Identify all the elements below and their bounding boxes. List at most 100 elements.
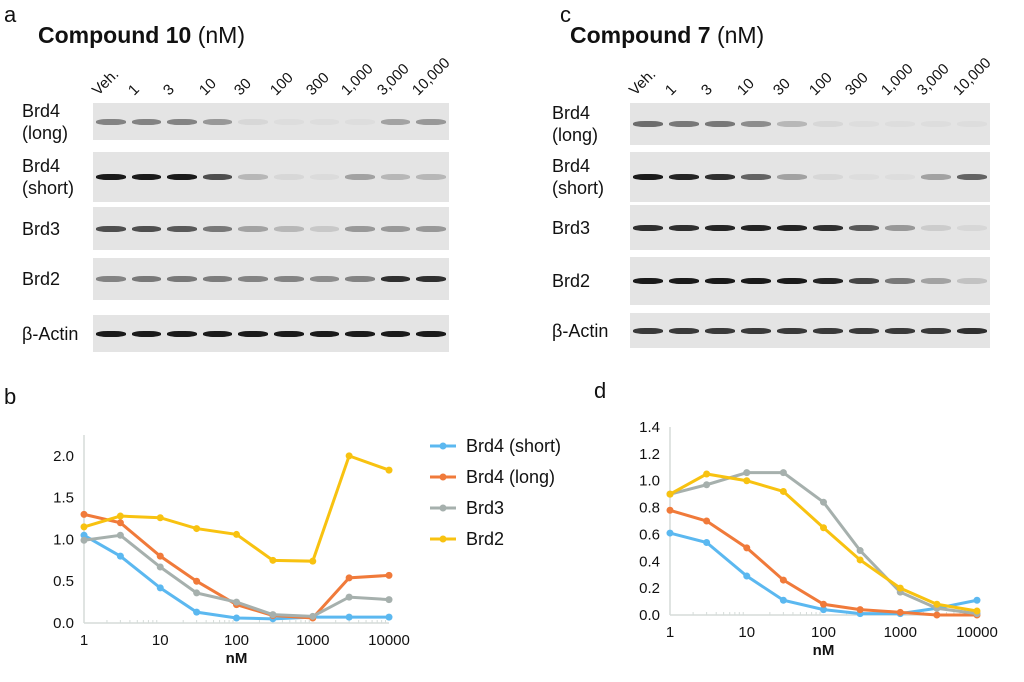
blot-band (167, 330, 197, 337)
data-point (856, 606, 864, 614)
blot-band (274, 118, 304, 125)
blot-band (669, 278, 699, 284)
legend-label: Brd4 (long) (466, 467, 555, 487)
blot-band (131, 174, 162, 180)
data-point (80, 531, 88, 539)
x-tick-label: 10000 (956, 624, 998, 641)
blot-band (849, 121, 879, 127)
y-tick-label: 0.0 (639, 607, 660, 624)
blot-band (131, 276, 162, 282)
data-point (156, 563, 164, 571)
blot-band (380, 118, 411, 125)
blot-band (669, 327, 699, 334)
legend-marker (439, 504, 447, 512)
blot-band (309, 174, 340, 180)
blot-band (741, 174, 771, 180)
row-label-line1: β-Actin (22, 323, 79, 344)
y-tick-label: 0.5 (53, 573, 74, 590)
blot-band (167, 225, 197, 232)
data-point (233, 614, 240, 622)
blot-band (813, 174, 843, 180)
unit: (nM) (197, 22, 246, 48)
blot-band (416, 174, 446, 180)
blot-band (131, 330, 162, 337)
data-point (703, 470, 711, 478)
blot-band (345, 118, 375, 125)
blot-band (705, 174, 735, 180)
row-label-line1: β-Actin (552, 320, 609, 341)
western-blot-strip (630, 257, 990, 305)
blot-band (777, 121, 807, 127)
blot-band (167, 118, 197, 125)
data-point (973, 607, 981, 615)
blot-band (777, 327, 807, 334)
data-point (779, 469, 787, 477)
data-point (385, 613, 393, 621)
compound-7-title: Compound 7 (nM) (570, 22, 764, 49)
data-point (856, 547, 864, 555)
y-tick-label: 0.8 (639, 500, 660, 517)
data-point (233, 530, 240, 538)
blot-band (705, 327, 735, 334)
blot-band (202, 330, 233, 337)
blot-band (309, 118, 340, 125)
row-label-line1: Brd4 (22, 100, 61, 121)
blot-band (813, 224, 843, 231)
blot-band (705, 278, 735, 284)
data-point (269, 611, 277, 619)
blot-row-label: β-Actin (22, 323, 78, 345)
data-point (345, 613, 353, 621)
data-point (743, 469, 751, 477)
blot-row-label: β-Actin (552, 320, 608, 342)
data-point (703, 481, 711, 489)
data-point (345, 452, 353, 460)
blot-band (380, 174, 411, 180)
row-label-line1: Brd2 (22, 269, 61, 289)
blot-band (345, 276, 375, 282)
compound-name: Compound 10 (38, 22, 192, 48)
blot-band (849, 327, 879, 334)
x-tick-label: 1000 (884, 624, 917, 641)
blot-band (416, 276, 446, 282)
blot-band (167, 174, 197, 180)
row-label-line1: Brd3 (552, 217, 591, 238)
blot-band (238, 276, 268, 282)
data-point (666, 490, 674, 498)
data-point (666, 506, 674, 514)
data-point (896, 584, 904, 592)
legend-marker (439, 442, 447, 450)
blot-band (957, 121, 987, 127)
data-point (973, 596, 981, 604)
blot-band (921, 121, 951, 127)
blot-band (416, 330, 446, 337)
row-label-line1: Brd4 (22, 156, 61, 176)
data-point (933, 600, 941, 608)
western-blot-strip (630, 313, 990, 348)
row-label-line1: Brd4 (552, 103, 591, 123)
blot-band (380, 225, 411, 232)
data-point (116, 531, 124, 539)
blot-band (96, 225, 126, 232)
x-axis-label: nM (813, 642, 835, 659)
blot-row-label: Brd4 (short) (552, 155, 604, 199)
blot-band (238, 330, 268, 337)
blot-row-label: Brd4 (long) (552, 102, 598, 146)
data-point (193, 525, 201, 533)
blot-band (777, 174, 807, 180)
y-tick-label: 1.0 (639, 473, 660, 490)
data-point (743, 572, 751, 580)
data-point (80, 510, 88, 518)
blot-row-label: Brd4 (long) (22, 100, 68, 144)
blot-band (741, 327, 771, 334)
blot-band (131, 225, 162, 232)
row-label-line1: Brd3 (22, 218, 61, 239)
y-tick-label: 1.2 (639, 446, 660, 463)
blot-band (380, 330, 411, 337)
blot-band (849, 174, 879, 180)
blot-row-label: Brd2 (22, 268, 60, 290)
x-tick-label: 100 (811, 624, 836, 641)
blot-band (345, 330, 375, 337)
blot-band (957, 224, 987, 231)
blot-band (633, 224, 663, 231)
